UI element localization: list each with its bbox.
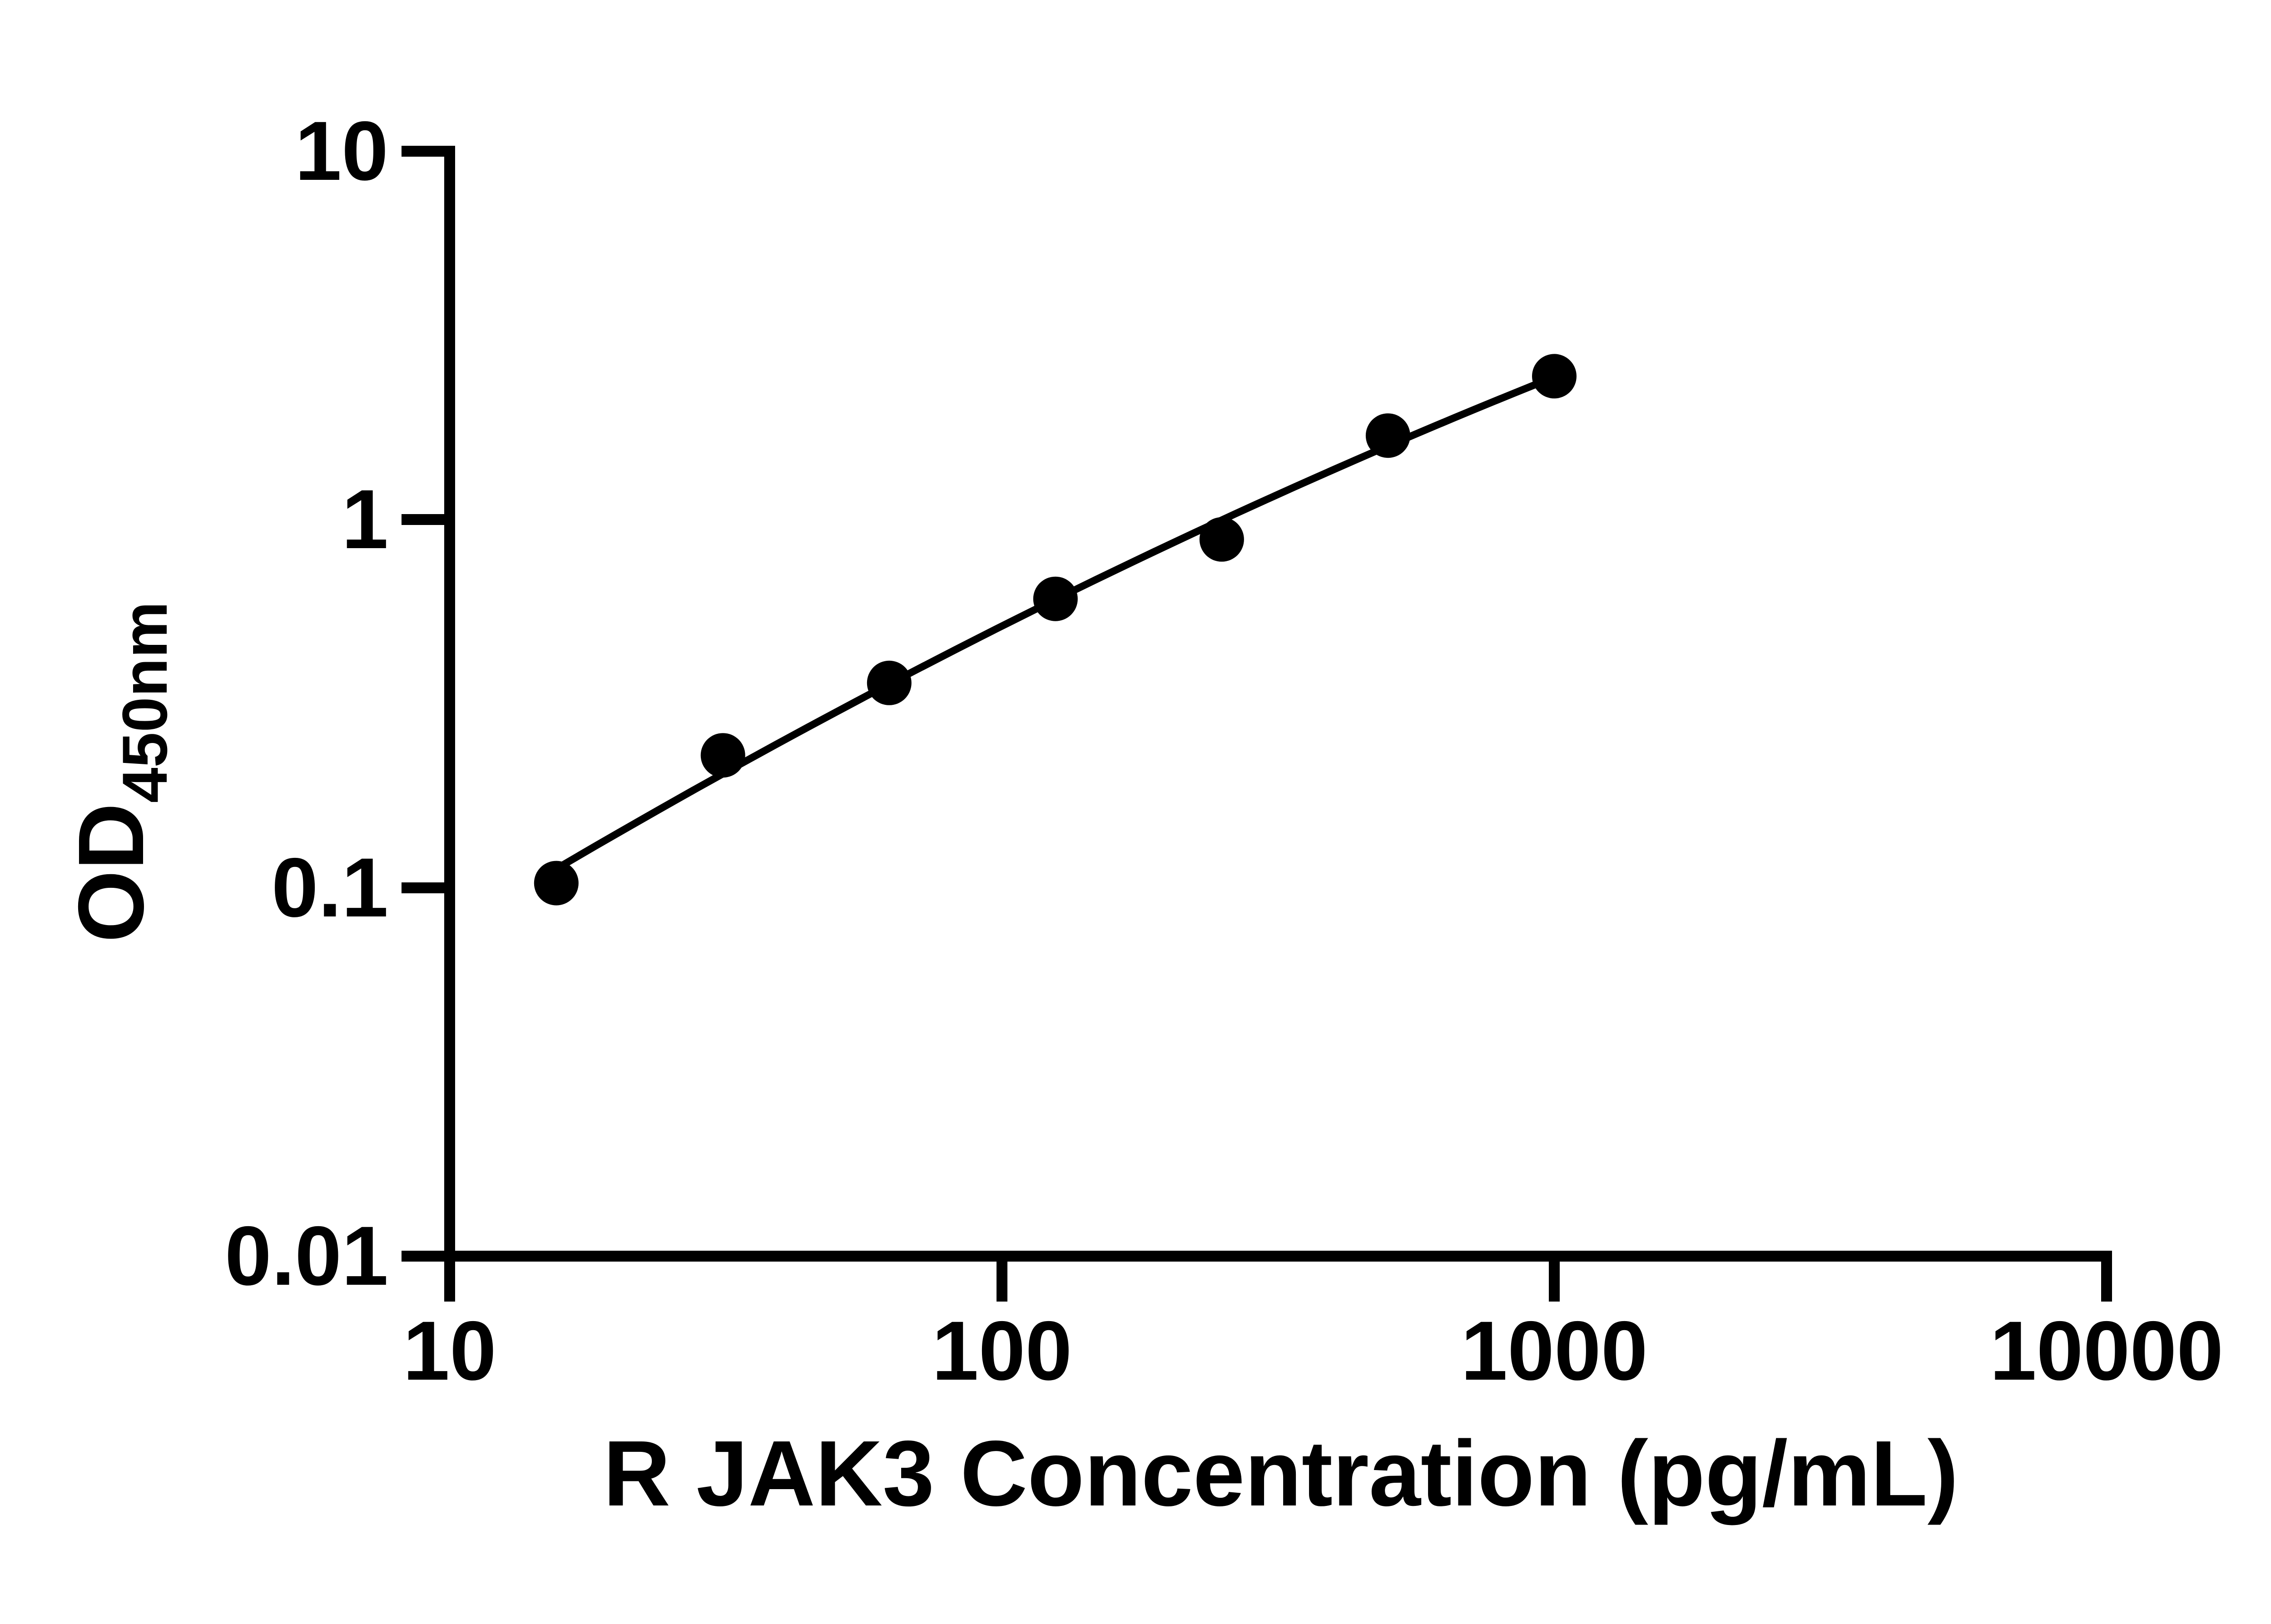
y-tick-label-1: 1 <box>342 473 388 566</box>
fit-curve <box>552 373 1558 873</box>
data-point-marker <box>700 733 745 778</box>
y-tick-label-0.1: 0.1 <box>271 841 388 935</box>
y-tick-label-0.01: 0.01 <box>224 1209 388 1303</box>
y-axis-title-subscript: 450nm <box>109 601 180 803</box>
x-axis-title: R JAK3 Concentration (pg/mL) <box>603 1421 1959 1525</box>
x-tick-label-100: 100 <box>932 1304 1072 1398</box>
y-axis-title-main: OD <box>59 803 163 943</box>
x-tick-label-10: 10 <box>403 1304 496 1398</box>
data-point-marker <box>1033 576 1078 621</box>
y-axis-title: OD450nm <box>52 409 180 1135</box>
data-point-marker <box>1199 517 1244 562</box>
data-point-marker <box>1532 354 1577 399</box>
x-tick-label-10000: 10000 <box>1989 1304 2224 1398</box>
y-tick-label-10: 10 <box>295 104 388 198</box>
x-tick-label-1000: 1000 <box>1461 1304 1648 1398</box>
data-point-marker <box>534 861 579 906</box>
data-point-marker <box>1365 413 1410 458</box>
data-point-marker <box>867 660 912 705</box>
